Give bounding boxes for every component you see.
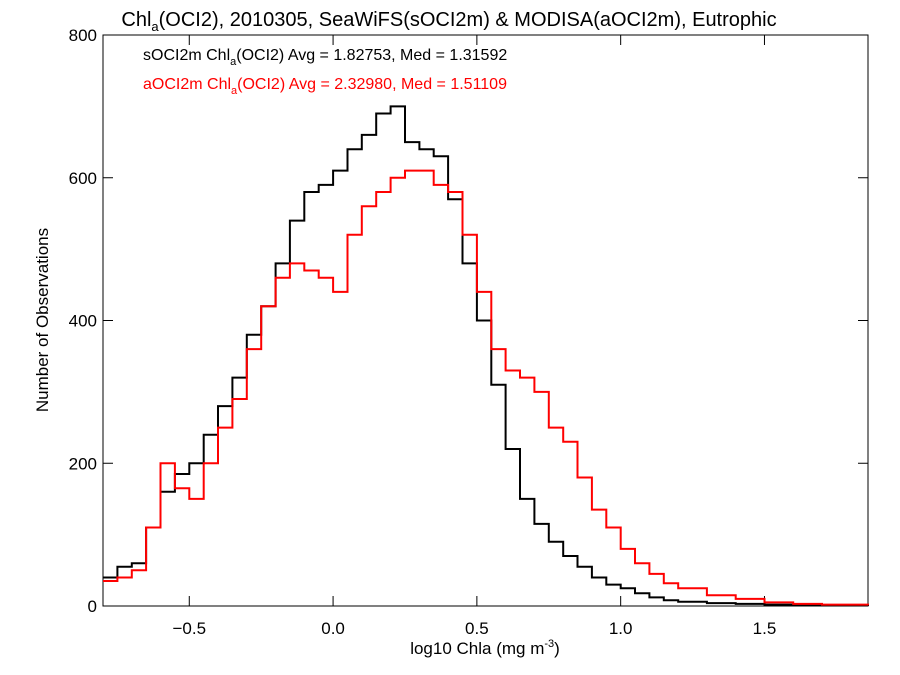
x-tick-label-3: 1.0 [609,619,633,638]
title-prefix: Chl [121,9,151,31]
y-tick-label-3: 600 [69,169,97,188]
y-tick-label-2: 400 [69,312,97,331]
title-subscript: a [151,19,159,34]
x-axis-label: log10 Chla (mg m-3) [410,638,560,658]
x-tick-label-1: 0.0 [321,619,345,638]
x-axis-label-sup: -3 [544,638,554,650]
series-line-aOCI2m [103,169,869,606]
legend-entry-aOCI2m: aOCI2m Chla(OCI2) Avg = 2.32980, Med = 1… [143,76,507,97]
svg-text:Chla(OCI2), 2010305, SeaWiFS(s: Chla(OCI2), 2010305, SeaWiFS(sOCI2m) & M… [121,9,776,34]
axis-ticks: −0.5 0.0 0.5 1.0 1.5 0 200 400 600 800 [69,26,868,638]
y-axis-label: Number of Observations [33,228,52,412]
x-tick-label-0: −0.5 [172,619,206,638]
legend-sOCI2m-post: (OCI2) Avg = 1.82753, Med = 1.31592 [236,47,507,64]
x-axis-label-end: ) [554,639,560,658]
y-tick-label-1: 200 [69,454,97,473]
legend-sOCI2m-sub: a [230,56,237,68]
y-tick-label-4: 800 [69,26,97,45]
y-tick-label-0: 0 [88,597,97,616]
legend-aOCI2m-pre: aOCI2m Chl [143,76,231,93]
x-tick-label-2: 0.5 [465,619,489,638]
legend: sOCI2m Chla(OCI2) Avg = 1.82753, Med = 1… [143,47,507,97]
legend-sOCI2m-pre: sOCI2m Chl [143,47,230,64]
series-group [103,105,869,607]
legend-aOCI2m-sub: a [231,85,238,97]
legend-entry-sOCI2m: sOCI2m Chla(OCI2) Avg = 1.82753, Med = 1… [143,47,507,68]
legend-aOCI2m-post: (OCI2) Avg = 2.32980, Med = 1.51109 [237,76,507,93]
x-tick-label-4: 1.5 [753,619,777,638]
title-rest: (OCI2), 2010305, SeaWiFS(sOCI2m) & MODIS… [159,9,777,31]
chart-title: Chla(OCI2), 2010305, SeaWiFS(sOCI2m) & M… [121,9,776,34]
x-axis-label-main: log10 Chla (mg m [410,639,544,658]
series-line-sOCI2m [103,105,869,607]
